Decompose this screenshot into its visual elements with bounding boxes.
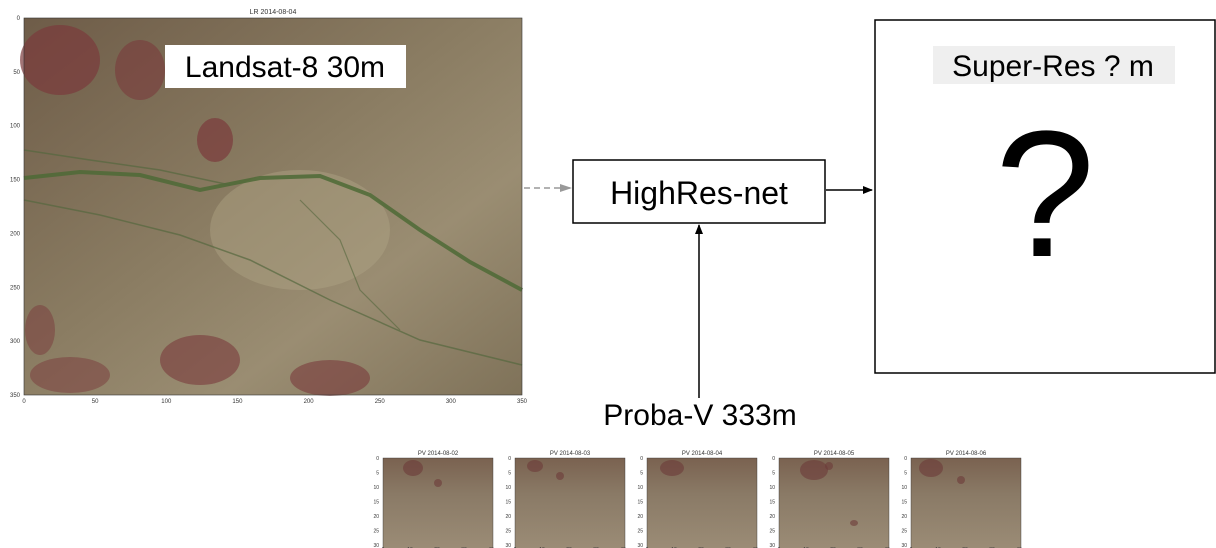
y-tick-label: 5: [376, 471, 379, 477]
y-tick-label: 200: [10, 231, 21, 237]
landsat-label: Landsat-8 30m: [185, 51, 385, 84]
x-tick-label: 0: [22, 399, 26, 405]
panel-title: PV 2014-08-04: [682, 451, 723, 457]
panel-image: [779, 458, 889, 548]
probav-panel: PV 2014-08-05051015202530010203040: [769, 451, 890, 548]
x-tick-label: 50: [92, 399, 99, 405]
panel-feature: [556, 472, 564, 480]
x-tick-label: 250: [375, 399, 386, 405]
y-tick-label: 30: [373, 543, 379, 548]
x-tick-label: 200: [304, 399, 315, 405]
y-tick-label: 25: [901, 529, 907, 535]
y-tick-label: 10: [769, 485, 775, 491]
panel-image: [383, 458, 493, 548]
page: { "landsat": { "title": "LR 2014-08-04",…: [0, 0, 1216, 548]
y-tick-label: 0: [772, 456, 775, 462]
y-tick-label: 10: [901, 485, 907, 491]
panel-image: [515, 458, 625, 548]
panel-feature: [957, 476, 965, 484]
y-tick-label: 0: [904, 456, 907, 462]
y-tick-label: 5: [772, 471, 775, 477]
y-tick-label: 20: [769, 514, 775, 520]
y-tick-label: 10: [637, 485, 643, 491]
y-tick-label: 5: [640, 471, 643, 477]
panel-title: PV 2014-08-05: [814, 451, 855, 457]
y-tick-label: 5: [904, 471, 907, 477]
panel-title: PV 2014-08-03: [550, 451, 591, 457]
output-label: Super-Res ? m: [952, 50, 1154, 83]
x-tick-label: 350: [517, 399, 528, 405]
y-tick-label: 15: [769, 500, 775, 506]
panel-feature: [660, 460, 684, 476]
y-tick-label: 25: [505, 529, 511, 535]
landsat-title: LR 2014-08-04: [250, 9, 297, 16]
model-label: HighRes-net: [610, 175, 788, 211]
y-tick-label: 25: [769, 529, 775, 535]
y-tick-label: 350: [10, 393, 21, 399]
y-tick-label: 30: [901, 543, 907, 548]
y-tick-label: 15: [373, 500, 379, 506]
y-tick-label: 0: [640, 456, 643, 462]
panel-title: PV 2014-08-02: [418, 451, 459, 457]
y-tick-label: 250: [10, 285, 21, 291]
y-tick-label: 150: [10, 178, 21, 184]
y-tick-label: 0: [376, 456, 379, 462]
output-symbol: ?: [995, 94, 1095, 295]
panel-feature: [850, 520, 858, 526]
y-tick-label: 15: [505, 500, 511, 506]
y-tick-label: 15: [637, 500, 643, 506]
panel-feature: [434, 479, 442, 487]
panel-feature: [800, 460, 828, 480]
panel-feature: [527, 460, 543, 472]
probav-panel: PV 2014-08-04051015202530010203040: [637, 451, 758, 548]
panel-feature: [403, 460, 423, 476]
x-tick-label: 150: [232, 399, 243, 405]
y-tick-label: 30: [637, 543, 643, 548]
y-tick-label: 20: [373, 514, 379, 520]
y-tick-label: 20: [901, 514, 907, 520]
y-tick-label: 5: [508, 471, 511, 477]
y-tick-label: 0: [508, 456, 511, 462]
y-tick-label: 300: [10, 339, 21, 345]
y-tick-label: 50: [13, 70, 20, 76]
probav-panels: PV 2014-08-02051015202530010203040PV 201…: [373, 451, 1022, 548]
probav-label: Proba-V 333m: [603, 399, 796, 432]
panel-title: PV 2014-08-06: [946, 451, 987, 457]
x-tick-label: 300: [446, 399, 457, 405]
probav-panel: PV 2014-08-06051015202530010203040: [901, 451, 1022, 548]
y-tick-label: 10: [505, 485, 511, 491]
y-tick-label: 10: [373, 485, 379, 491]
panel-feature: [825, 462, 833, 470]
y-tick-label: 15: [901, 500, 907, 506]
y-tick-label: 0: [17, 16, 21, 22]
probav-panel: PV 2014-08-02051015202530010203040: [373, 451, 494, 548]
diagram: LR 2014-08-04 Landsat-8 30m 050100150200…: [0, 0, 1216, 548]
y-tick-label: 30: [769, 543, 775, 548]
y-tick-label: 20: [505, 514, 511, 520]
y-tick-label: 25: [637, 529, 643, 535]
y-tick-label: 25: [373, 529, 379, 535]
y-tick-label: 30: [505, 543, 511, 548]
panel-feature: [919, 459, 943, 477]
x-tick-label: 100: [161, 399, 172, 405]
probav-panel: PV 2014-08-03051015202530010203040: [505, 451, 626, 548]
y-tick-label: 20: [637, 514, 643, 520]
y-tick-label: 100: [10, 124, 21, 130]
